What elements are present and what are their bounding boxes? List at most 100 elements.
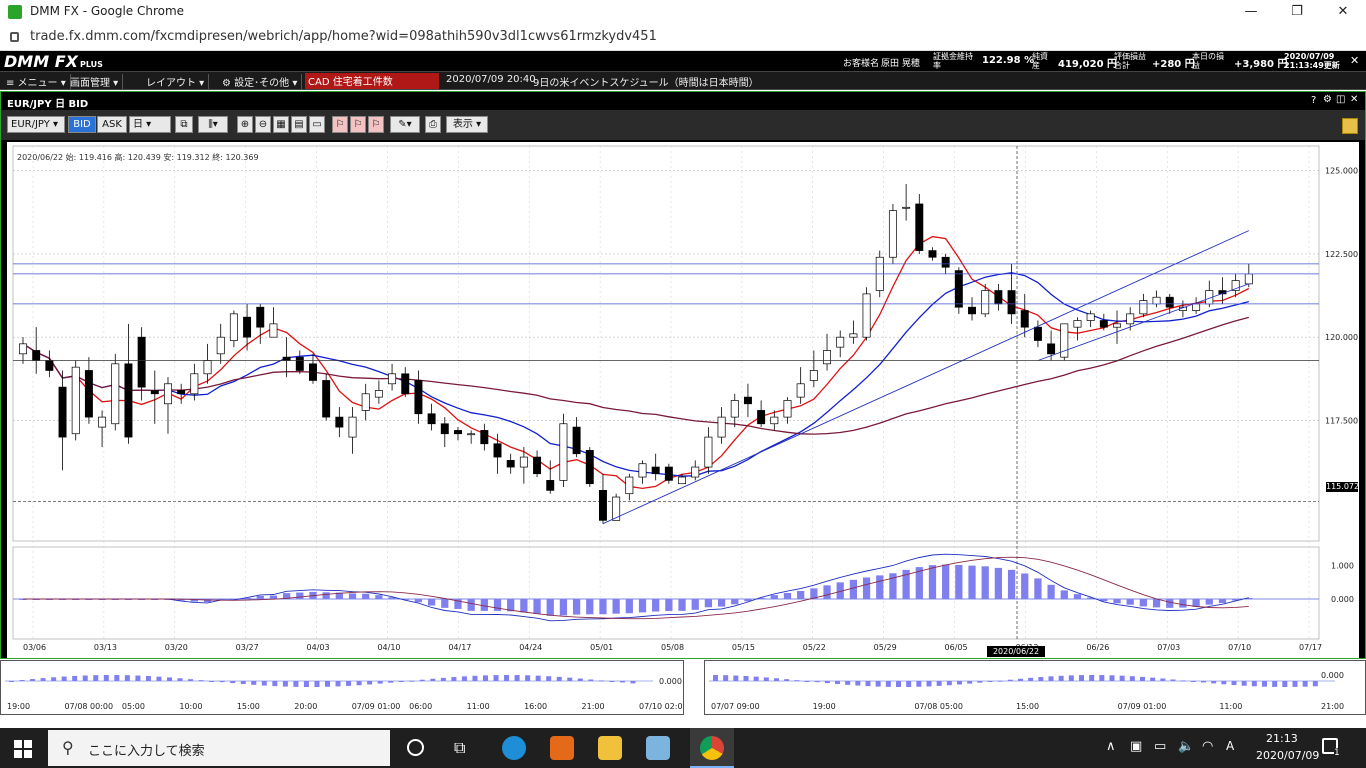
copy-icon[interactable]: ⧉: [175, 116, 193, 133]
tray-notification-app-icon[interactable]: ▣: [1130, 739, 1143, 754]
today-pl-label: 本日の損益: [1192, 52, 1224, 70]
menu-layout[interactable]: レイアウト ▾: [142, 74, 210, 89]
candle-body: [849, 333, 858, 338]
close-button[interactable]: ✕: [1337, 4, 1349, 19]
customer-label: お客様名: [843, 59, 880, 69]
menu-settings[interactable]: ⚙ 設定･その他 ▾: [218, 74, 303, 89]
macd-histogram-bar: [942, 564, 950, 599]
macd-histogram-bar: [282, 593, 291, 599]
gear-icon[interactable]: ⚙: [1323, 94, 1332, 105]
candle-body: [322, 380, 331, 418]
paint-icon[interactable]: [646, 736, 670, 760]
grid-icon[interactable]: ▦: [273, 116, 289, 133]
media-player-icon[interactable]: [550, 736, 574, 760]
sub-chart-2[interactable]: 07/07 09:00 19:00 07/08 05:00 15:00 07/09 01…: [705, 661, 1365, 714]
wifi-icon[interactable]: ◠: [1202, 739, 1214, 754]
net-assets-value: 419,020 円: [1058, 59, 1118, 70]
macd-histogram-bar: [994, 567, 1003, 599]
notification-icon[interactable]: [1322, 738, 1338, 754]
macd-histogram-bar: [45, 599, 53, 600]
maximize-button[interactable]: ❐: [1291, 4, 1303, 19]
indicator-icon-3[interactable]: ⚐: [368, 116, 384, 133]
candle-body: [256, 306, 265, 328]
sub-histogram-bar: [1292, 681, 1298, 687]
customer-name: 原田 晃穂: [881, 59, 920, 69]
macd-histogram-bar: [190, 599, 198, 602]
sub-histogram-bar: [272, 681, 278, 687]
indicator-icon-1[interactable]: ⚐: [332, 116, 348, 133]
sub-histogram-bar: [1262, 681, 1267, 687]
sub-histogram-bar: [325, 681, 330, 687]
clock-time[interactable]: 21:13: [1266, 732, 1298, 745]
zoom-out-icon[interactable]: ⊖: [255, 116, 271, 133]
account-close-icon[interactable]: ✕: [1350, 54, 1360, 67]
macd-histogram-bar: [1073, 594, 1082, 599]
candle-body: [1192, 303, 1201, 311]
sub-histogram-bar: [430, 678, 436, 681]
macd-histogram-bar: [493, 599, 502, 611]
sub-histogram-bar: [1221, 681, 1227, 685]
sub-histogram-bar: [1007, 679, 1013, 681]
task-view-icon[interactable]: ⧉: [454, 738, 466, 757]
menu-screen[interactable]: 画面管理 ▾: [66, 74, 124, 89]
panel-icon[interactable]: ▭: [309, 116, 325, 133]
menu-main[interactable]: ≡ メニュー ▾: [2, 74, 71, 89]
candle-body: [243, 316, 252, 338]
logo: DMM FX PLUS: [4, 52, 103, 71]
sub-histogram-bar: [630, 681, 636, 684]
chart-plot-area[interactable]: 125.000 122.500 120.000 117.500 03/06 03/13 0…: [7, 142, 1359, 658]
candle-body: [440, 423, 449, 435]
sub-x-tick-label: 20:00: [294, 702, 317, 711]
macd-histogram-bar: [665, 599, 673, 611]
address-bar[interactable]: trade.fx.dmm.com/fxcmdipresen/webrich/ap…: [0, 24, 1366, 51]
candle-body: [58, 386, 67, 438]
cortana-icon[interactable]: [407, 739, 424, 756]
tray-chevron-icon[interactable]: ∧: [1106, 739, 1116, 754]
url-text[interactable]: trade.fx.dmm.com/fxcmdipresen/webrich/ap…: [30, 29, 657, 44]
file-explorer-icon[interactable]: [598, 736, 622, 760]
zoom-in-icon[interactable]: ⊕: [237, 116, 253, 133]
news-headline[interactable]: 9日の米イベントスケジュール（時間は日本時間）: [533, 78, 759, 89]
taskbar-search-box[interactable]: ⚲ ここに入力して検索: [48, 730, 390, 766]
sub-x-tick-label: 07/09 01:00: [352, 702, 401, 711]
sub-histogram-bar: [1272, 681, 1278, 687]
popout-icon[interactable]: ◫: [1336, 94, 1346, 105]
sub-histogram-bar: [314, 681, 320, 687]
draw-pen-icon[interactable]: ✎▾: [390, 116, 420, 133]
volume-icon[interactable]: 🔈: [1178, 739, 1195, 754]
chart-settings-icon[interactable]: [1342, 118, 1358, 134]
bid-button[interactable]: BID: [68, 116, 96, 133]
candle-body: [796, 383, 805, 398]
candle-body: [1113, 323, 1121, 328]
indicator-icon-2[interactable]: ⚐: [350, 116, 366, 133]
clock-date[interactable]: 2020/07/09: [1256, 749, 1320, 762]
windows-start-icon[interactable]: [14, 740, 32, 758]
sub-x-tick-label: 15:00: [237, 702, 260, 711]
chart-close-icon[interactable]: ✕: [1350, 94, 1359, 105]
minimize-button[interactable]: —: [1244, 4, 1258, 19]
pair-select[interactable]: EUR/JPY ▾: [7, 116, 65, 133]
edge-icon[interactable]: [502, 736, 526, 760]
chrome-icon[interactable]: [690, 728, 734, 768]
display-select[interactable]: 表示 ▾: [446, 116, 488, 133]
chart-type-icon[interactable]: ⫼▾: [198, 116, 228, 133]
battery-icon[interactable]: ▭: [1154, 739, 1167, 754]
layout-icon[interactable]: ▤: [291, 116, 307, 133]
candle-body: [453, 430, 462, 435]
valuation-value: +280 円: [1152, 59, 1195, 70]
candle-body: [638, 463, 647, 478]
candle-body: [1007, 290, 1016, 315]
period-select[interactable]: 日 ▾: [129, 116, 171, 133]
chart-title: EUR/JPY 日 BID: [7, 99, 89, 110]
ime-icon[interactable]: A: [1226, 739, 1235, 753]
sub-chart-1[interactable]: 19:00 07/08 00:00 05:00 10:00 15:00 20:00 07/0…: [1, 661, 683, 714]
help-icon[interactable]: ?: [1311, 95, 1317, 106]
ticker-currency: CAD: [308, 77, 330, 88]
ask-button[interactable]: ASK: [97, 116, 127, 133]
x-tick-label: 03/13: [94, 643, 117, 652]
price-chart[interactable]: 125.000 122.500 120.000 117.500 03/06 03/13 0…: [7, 142, 1359, 658]
x-tick-label: 05/29: [874, 643, 897, 652]
screenshot-icon[interactable]: ⎙: [425, 116, 441, 133]
ticker-box[interactable]: CAD 住宅着工件数: [305, 73, 439, 89]
sub-histogram-bar: [377, 681, 383, 684]
